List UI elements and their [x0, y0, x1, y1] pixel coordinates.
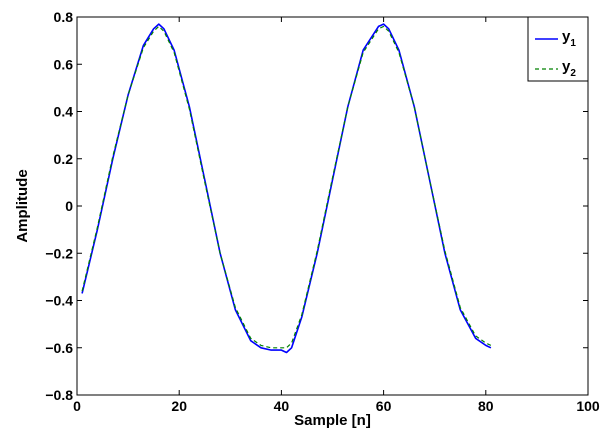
y-tick-label: −0.6	[45, 340, 73, 356]
legend-label-y2: y2	[562, 58, 576, 79]
y-axis-label: Amplitude	[14, 169, 31, 242]
x-axis-label: Sample [n]	[294, 412, 371, 429]
y-tick-label: −0.4	[45, 293, 73, 309]
legend-box	[527, 16, 589, 82]
x-tick-label: 20	[171, 398, 187, 414]
x-tick-label: 80	[478, 398, 494, 414]
y-tick-label: 0	[65, 198, 73, 214]
x-tick-label: 40	[274, 398, 290, 414]
x-tick-label: 60	[376, 398, 392, 414]
y-tick-label: 0.2	[54, 151, 74, 167]
y-tick-label: 0.8	[54, 9, 74, 25]
y-tick-label: 0.6	[54, 56, 74, 72]
y-tick-label: −0.2	[45, 245, 73, 261]
legend-label-y1: y1	[562, 28, 576, 49]
y-tick-label: −0.8	[45, 387, 73, 403]
series-line-y2	[81, 25, 492, 349]
x-tick-label: 100	[576, 398, 600, 414]
plot-area	[76, 16, 589, 396]
x-tick-label: 0	[73, 398, 81, 414]
y-tick-label: 0.4	[54, 104, 74, 120]
